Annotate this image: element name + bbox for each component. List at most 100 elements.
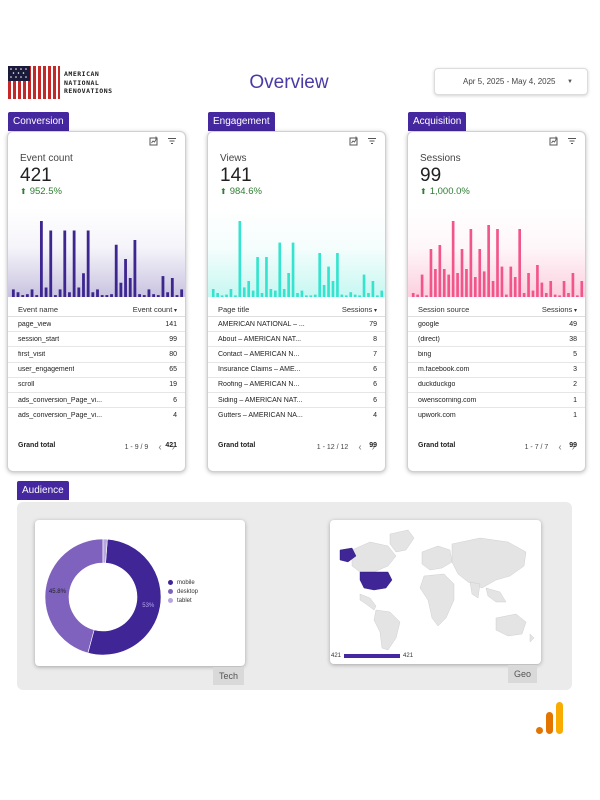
metric-name: Event count: [20, 153, 73, 164]
explore-chart-icon[interactable]: [349, 136, 359, 146]
sparkline-bar: [465, 269, 468, 297]
flag-logo-icon: [8, 66, 60, 99]
column-header[interactable]: Session source: [418, 305, 470, 314]
sparkline-bar: [25, 294, 29, 297]
prev-page-icon[interactable]: ‹: [558, 442, 562, 453]
sparkline-bar: [496, 229, 499, 297]
table-row: m.facebook.com 3: [408, 363, 585, 378]
date-range-picker[interactable]: Apr 5, 2025 - May 4, 2025 ▼: [434, 68, 588, 95]
sparkline-bar: [380, 290, 384, 297]
legend-item-desktop: desktop: [168, 587, 198, 596]
cell: (direct): [418, 335, 440, 343]
next-page-icon[interactable]: ›: [371, 442, 375, 453]
sparkline-bar: [49, 230, 53, 297]
pagination: 1 - 7 / 7 ‹ ›: [525, 442, 575, 453]
sparkline-bar: [549, 281, 553, 297]
company-logo: AMERICAN NATIONAL RENOVATIONS: [8, 66, 118, 100]
table-row: page_view 141: [8, 317, 185, 333]
sparkline-bar: [460, 249, 464, 297]
sparkline-bar: [425, 295, 428, 297]
sparkline-bar: [35, 295, 39, 297]
column-header-sorted[interactable]: Event count: [133, 305, 177, 314]
next-page-icon[interactable]: ›: [571, 442, 575, 453]
sparkline-bar: [509, 266, 513, 297]
cell: bing: [418, 350, 432, 358]
column-header[interactable]: Page title: [218, 305, 250, 314]
metric-value: 141: [220, 165, 252, 186]
sparkline-bar: [278, 242, 282, 297]
geo-scale: 421 421: [331, 653, 413, 659]
column-header-sorted[interactable]: Sessions: [542, 305, 577, 314]
sparkline-bar: [220, 295, 224, 297]
cell: upwork.com: [418, 412, 456, 420]
donut-slice-desktop: [44, 538, 104, 654]
sparkline-bar: [58, 289, 62, 297]
sparkline-bar: [442, 269, 446, 297]
sparkline-bar: [247, 281, 251, 297]
page-range: 1 - 7 / 7: [524, 444, 549, 451]
sparkline-bar: [331, 281, 335, 297]
sparkline-bar: [429, 249, 433, 297]
sparkline-bar: [322, 285, 326, 297]
sparkline-bar: [478, 249, 482, 297]
next-page-icon[interactable]: ›: [171, 442, 175, 453]
sparkline-bar: [133, 240, 137, 297]
page-range: 1 - 9 / 9: [124, 444, 149, 451]
up-arrow-icon: ⬆: [20, 187, 27, 196]
conversion-sparkline: [8, 207, 185, 297]
table-row: google 49: [408, 317, 585, 333]
column-header[interactable]: Event name: [18, 305, 59, 314]
prev-page-icon[interactable]: ‹: [158, 442, 162, 453]
sparkline-bar: [11, 289, 15, 297]
column-header-sorted[interactable]: Sessions: [342, 305, 377, 314]
cell: AMERICAN NATIONAL – ...: [218, 320, 305, 328]
table-row: upwork.com 1: [408, 408, 585, 423]
explore-chart-icon[interactable]: [549, 136, 559, 146]
sparkline-bar: [362, 274, 366, 297]
table-row: user_engagement 65: [8, 363, 185, 378]
table-row: Insurance Claims – AME... 6: [208, 363, 385, 378]
donut-slice-tablet: [102, 538, 108, 564]
sparkline-bar: [287, 273, 290, 297]
prev-page-icon[interactable]: ‹: [358, 442, 362, 453]
legend-item-tablet: tablet: [168, 596, 198, 605]
cell: Insurance Claims – AME...: [218, 366, 301, 374]
sparkline-bar: [110, 294, 113, 297]
table-row: ads_conversion_Page_vi... 6: [8, 393, 185, 409]
table-row: About – AMERICAN NAT... 8: [208, 332, 385, 348]
explore-chart-icon[interactable]: [149, 136, 159, 146]
pagination: 1 - 12 / 12 ‹ ›: [317, 442, 375, 453]
filter-icon[interactable]: [367, 136, 377, 146]
cell: user_engagement: [18, 366, 75, 374]
sparkline-bar: [416, 294, 419, 297]
cell: 6: [373, 366, 377, 374]
sparkline-bar: [260, 293, 264, 297]
sparkline-bar: [505, 294, 508, 297]
sparkline-bar: [553, 294, 557, 297]
dropdown-caret-icon: ▼: [567, 79, 573, 85]
sparkline-bar: [580, 281, 584, 297]
table-header: Session source Sessions: [408, 303, 585, 317]
filter-icon[interactable]: [167, 136, 177, 146]
cell: 38: [569, 335, 577, 343]
cell: Contact – AMERICAN N...: [218, 350, 300, 358]
sparkline-bar: [96, 289, 99, 297]
engagement-card: Views 141 ⬆984.6% Page title Sessions AM…: [207, 131, 386, 472]
sparkline-bar: [567, 293, 570, 297]
metric-name: Sessions: [420, 153, 461, 164]
sparkline-bar: [156, 295, 160, 297]
sparkline-bar: [491, 281, 495, 297]
cell: 6: [373, 396, 377, 404]
sparkline-bar: [30, 289, 34, 297]
sparkline-bar: [558, 295, 561, 297]
sparkline-bar: [518, 229, 522, 297]
sparkline-bar: [318, 253, 322, 297]
cell: 49: [569, 320, 577, 328]
table-row: scroll 19: [8, 378, 185, 393]
sparkline-bar: [420, 274, 424, 297]
filter-icon[interactable]: [567, 136, 577, 146]
cell: scroll: [18, 381, 35, 389]
page-title: Overview: [249, 72, 329, 93]
tab-audience: Audience: [17, 481, 69, 500]
table-header: Event name Event count: [8, 303, 185, 317]
